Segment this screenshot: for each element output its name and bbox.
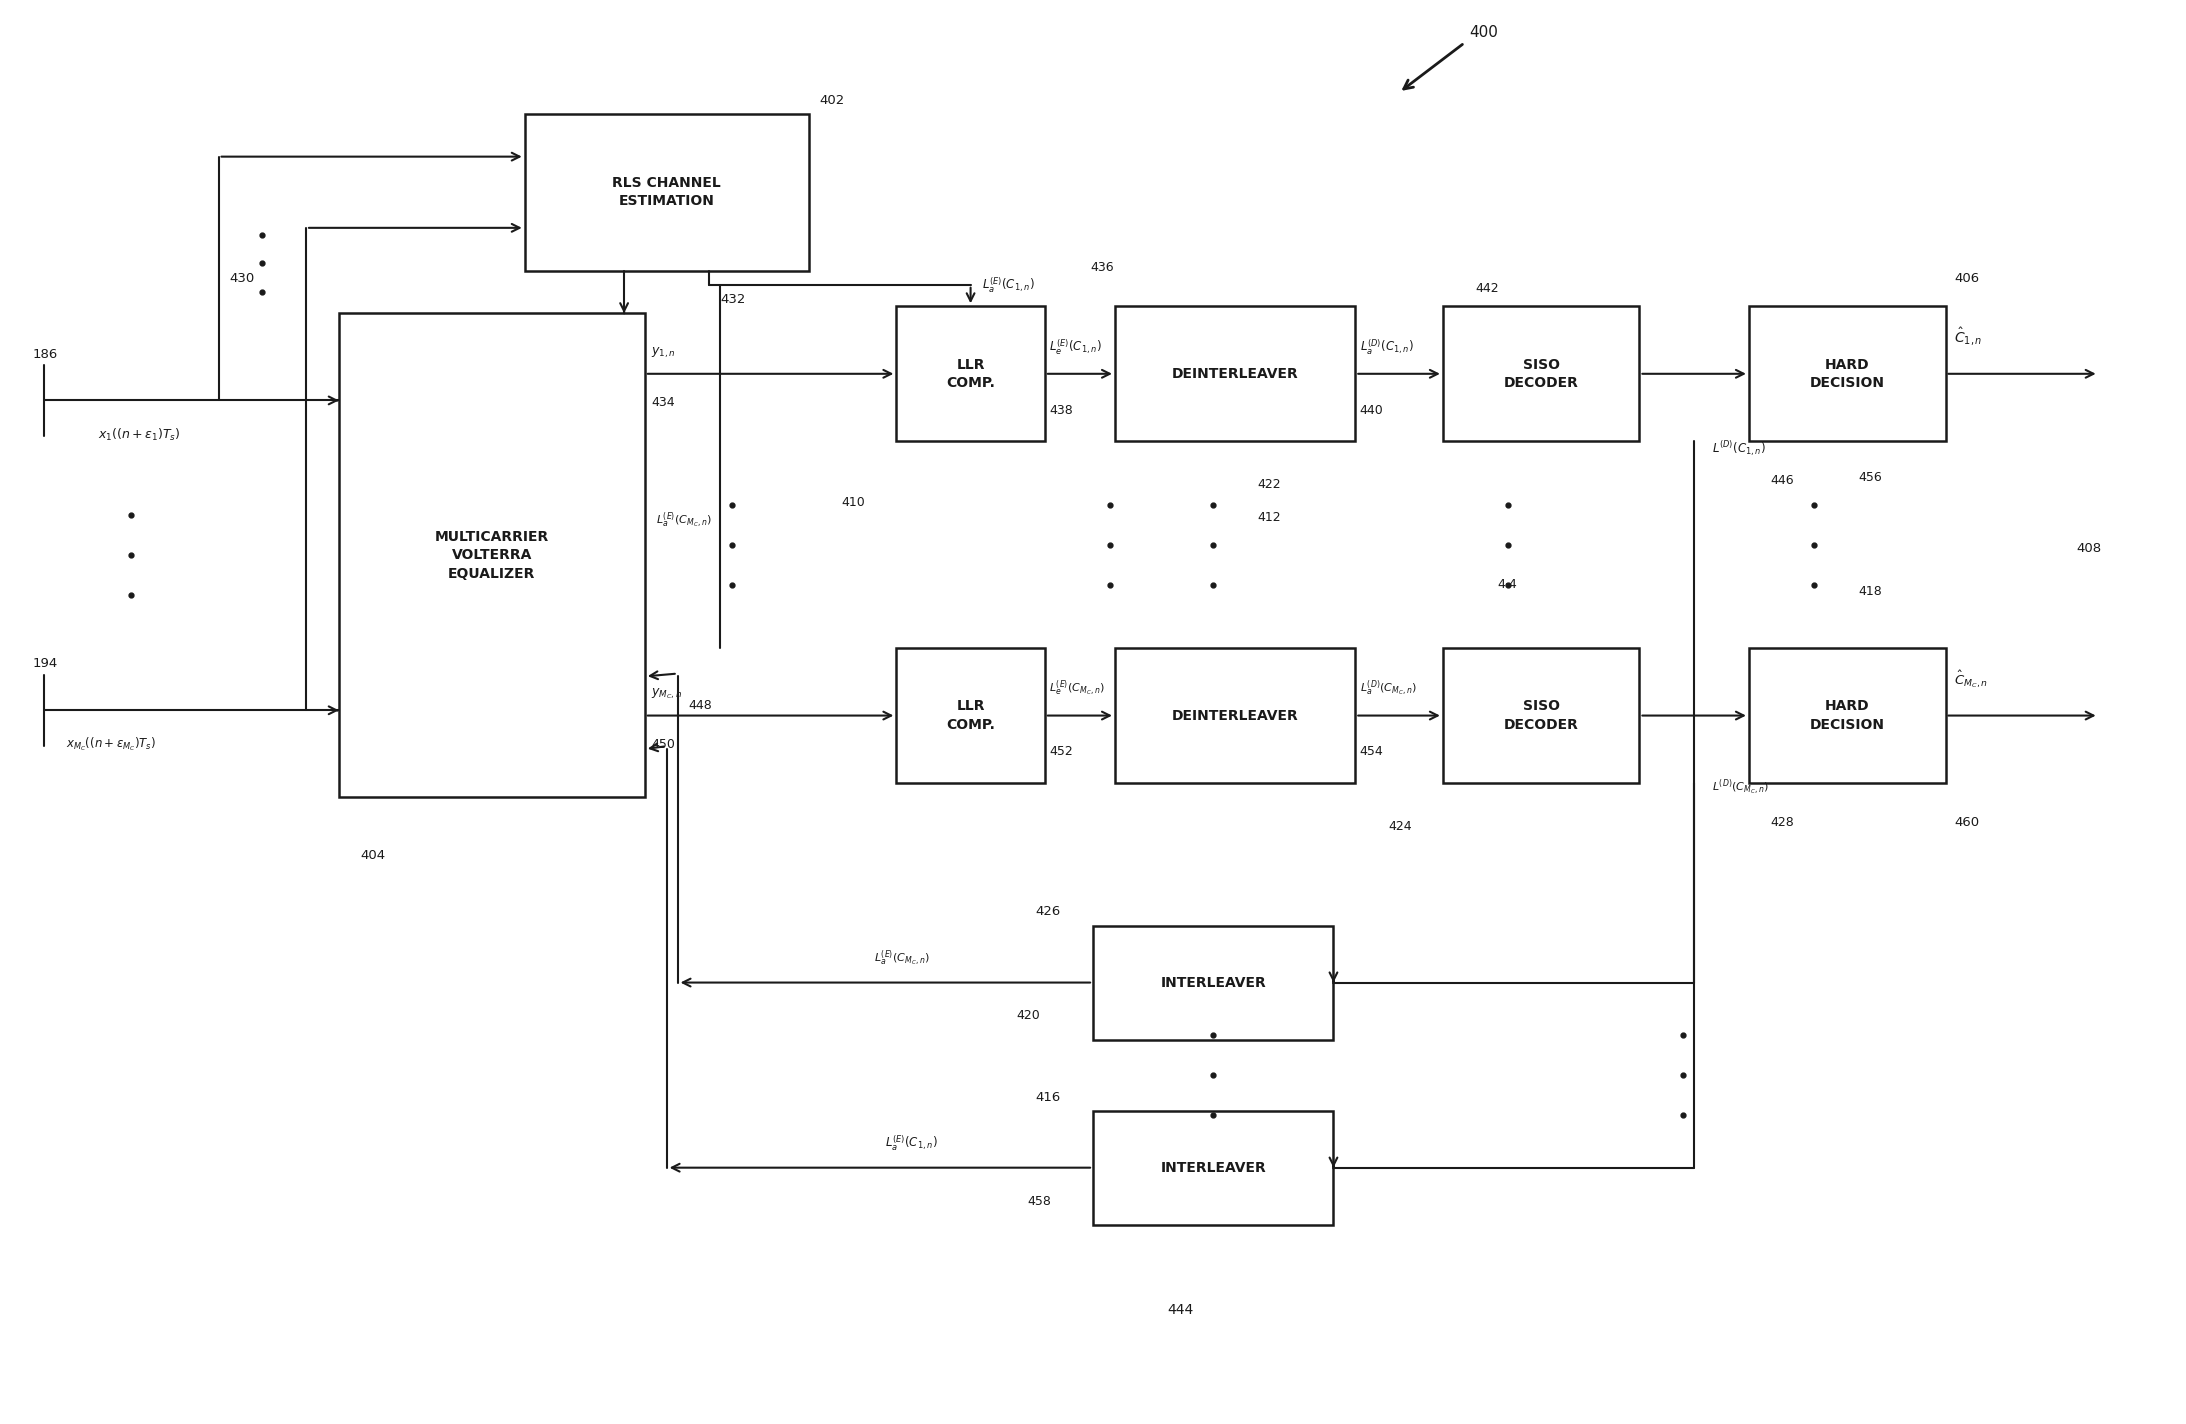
Text: 194: 194 — [33, 658, 59, 671]
Text: MULTICARRIER
VOLTERRA
EQUALIZER: MULTICARRIER VOLTERRA EQUALIZER — [435, 530, 549, 581]
Text: LLR
COMP.: LLR COMP. — [947, 357, 995, 390]
FancyBboxPatch shape — [339, 313, 645, 797]
Text: 448: 448 — [689, 699, 713, 712]
Text: 450: 450 — [651, 738, 675, 752]
Text: RLS CHANNEL
ESTIMATION: RLS CHANNEL ESTIMATION — [612, 177, 721, 208]
Text: 422: 422 — [1257, 478, 1281, 491]
Text: DEINTERLEAVER: DEINTERLEAVER — [1172, 709, 1298, 722]
Text: $y_{1,n}$: $y_{1,n}$ — [651, 346, 675, 360]
FancyBboxPatch shape — [1115, 648, 1355, 783]
Text: $L_a^{(D)}(C_{1,n})$: $L_a^{(D)}(C_{1,n})$ — [1360, 337, 1414, 357]
Text: $L^{(D)}(C_{1,n})$: $L^{(D)}(C_{1,n})$ — [1712, 439, 1766, 459]
Text: $x_1((n+\varepsilon_1)T_s)$: $x_1((n+\varepsilon_1)T_s)$ — [98, 427, 181, 443]
Text: 416: 416 — [1034, 1091, 1060, 1104]
Text: $x_{M_C}((n+\varepsilon_{M_C})T_s)$: $x_{M_C}((n+\varepsilon_{M_C})T_s)$ — [66, 735, 155, 753]
Text: INTERLEAVER: INTERLEAVER — [1161, 975, 1266, 990]
Text: 442: 442 — [1476, 282, 1500, 295]
Text: 402: 402 — [820, 94, 846, 107]
Text: 438: 438 — [1049, 403, 1073, 417]
FancyBboxPatch shape — [525, 114, 809, 271]
Text: 424: 424 — [1388, 820, 1412, 833]
FancyBboxPatch shape — [1115, 306, 1355, 441]
Text: $L_a^{(E)}(C_{M_C,n})$: $L_a^{(E)}(C_{M_C,n})$ — [656, 511, 713, 531]
Text: $y_{M_C,n}$: $y_{M_C,n}$ — [651, 686, 682, 702]
FancyBboxPatch shape — [1749, 648, 1946, 783]
Text: 436: 436 — [1091, 261, 1115, 275]
Text: 430: 430 — [230, 272, 256, 285]
Text: 460: 460 — [1954, 816, 1978, 829]
Text: 440: 440 — [1360, 403, 1384, 417]
Text: $L_a^{(E)}(C_{1,n})$: $L_a^{(E)}(C_{1,n})$ — [885, 1134, 938, 1153]
Text: 400: 400 — [1469, 24, 1497, 40]
Text: SISO
DECODER: SISO DECODER — [1504, 699, 1578, 732]
FancyBboxPatch shape — [1443, 306, 1640, 441]
FancyBboxPatch shape — [1093, 1111, 1333, 1225]
Text: $L_a^{(E)}(C_{1,n})$: $L_a^{(E)}(C_{1,n})$ — [982, 276, 1034, 296]
FancyBboxPatch shape — [896, 648, 1045, 783]
Text: 4·4: 4·4 — [1497, 578, 1517, 591]
Text: HARD
DECISION: HARD DECISION — [1810, 699, 1884, 732]
Text: 410: 410 — [842, 496, 866, 510]
Text: 456: 456 — [1858, 471, 1882, 484]
Text: SISO
DECODER: SISO DECODER — [1504, 357, 1578, 390]
Text: $L_a^{(D)}(C_{M_C,n})$: $L_a^{(D)}(C_{M_C,n})$ — [1360, 679, 1417, 699]
Text: $L_e^{(E)}(C_{M_C,n})$: $L_e^{(E)}(C_{M_C,n})$ — [1049, 679, 1106, 699]
Text: $L_e^{(E)}(C_{1,n})$: $L_e^{(E)}(C_{1,n})$ — [1049, 337, 1102, 357]
Text: 404: 404 — [361, 849, 385, 862]
Text: DEINTERLEAVER: DEINTERLEAVER — [1172, 367, 1298, 380]
Text: 434: 434 — [651, 396, 675, 410]
Text: $\hat{C}_{1,n}$: $\hat{C}_{1,n}$ — [1954, 326, 1983, 349]
Text: 458: 458 — [1027, 1195, 1051, 1208]
Text: 406: 406 — [1954, 272, 1978, 285]
FancyBboxPatch shape — [1749, 306, 1946, 441]
Text: 428: 428 — [1771, 816, 1795, 829]
Text: 446: 446 — [1771, 474, 1795, 487]
Text: 186: 186 — [33, 347, 59, 360]
Text: $\hat{C}_{M_C,n}$: $\hat{C}_{M_C,n}$ — [1954, 668, 1989, 691]
Text: 432: 432 — [719, 293, 745, 306]
Text: 444: 444 — [1167, 1303, 1194, 1317]
FancyBboxPatch shape — [1093, 926, 1333, 1040]
Text: 408: 408 — [2077, 543, 2101, 555]
Text: 420: 420 — [1016, 1010, 1041, 1022]
Text: INTERLEAVER: INTERLEAVER — [1161, 1161, 1266, 1175]
FancyBboxPatch shape — [896, 306, 1045, 441]
Text: 426: 426 — [1034, 906, 1060, 918]
Text: 454: 454 — [1360, 745, 1384, 758]
Text: HARD
DECISION: HARD DECISION — [1810, 357, 1884, 390]
Text: $L^{(D)}(C_{M_C,n})$: $L^{(D)}(C_{M_C,n})$ — [1712, 778, 1768, 797]
Text: 452: 452 — [1049, 745, 1073, 758]
Text: $L_a^{(E)}(C_{M_C,n})$: $L_a^{(E)}(C_{M_C,n})$ — [874, 948, 931, 968]
Text: 418: 418 — [1858, 585, 1882, 598]
Text: LLR
COMP.: LLR COMP. — [947, 699, 995, 732]
Text: 412: 412 — [1257, 511, 1281, 524]
FancyBboxPatch shape — [1443, 648, 1640, 783]
